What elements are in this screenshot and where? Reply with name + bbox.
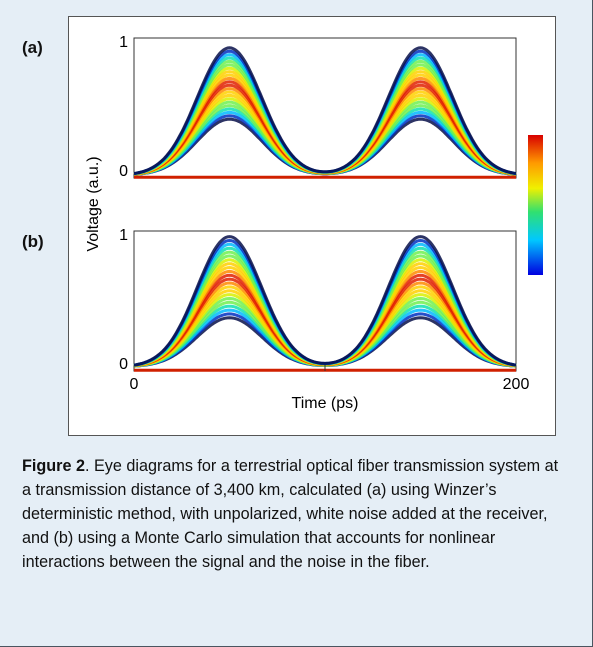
caption-text: . Eye diagrams for a terrestrial optical… [22,457,559,571]
plot-a-ytick-0: 0 [119,163,128,180]
x-tick-200: 200 [503,376,530,393]
figure-caption: Figure 2. Eye diagrams for a terrestrial… [22,454,570,574]
eye-trace [133,235,517,367]
caption-label: Figure 2 [22,457,85,475]
colorbar [528,135,543,275]
plot-b-traces [133,235,517,372]
plot-a-traces [133,46,517,179]
plot-b-ytick-1: 1 [119,227,128,244]
plot-a-ytick-1: 1 [119,34,128,51]
panel-label-b: (b) [22,232,44,251]
eye-trace [133,46,517,175]
panel-label-a: (a) [22,38,43,57]
plot-b-ytick-0: 0 [119,356,128,373]
x-axis-label: Time (ps) [292,395,359,412]
x-tick-0: 0 [130,376,139,393]
y-axis-label: Voltage (a.u.) [85,156,102,251]
